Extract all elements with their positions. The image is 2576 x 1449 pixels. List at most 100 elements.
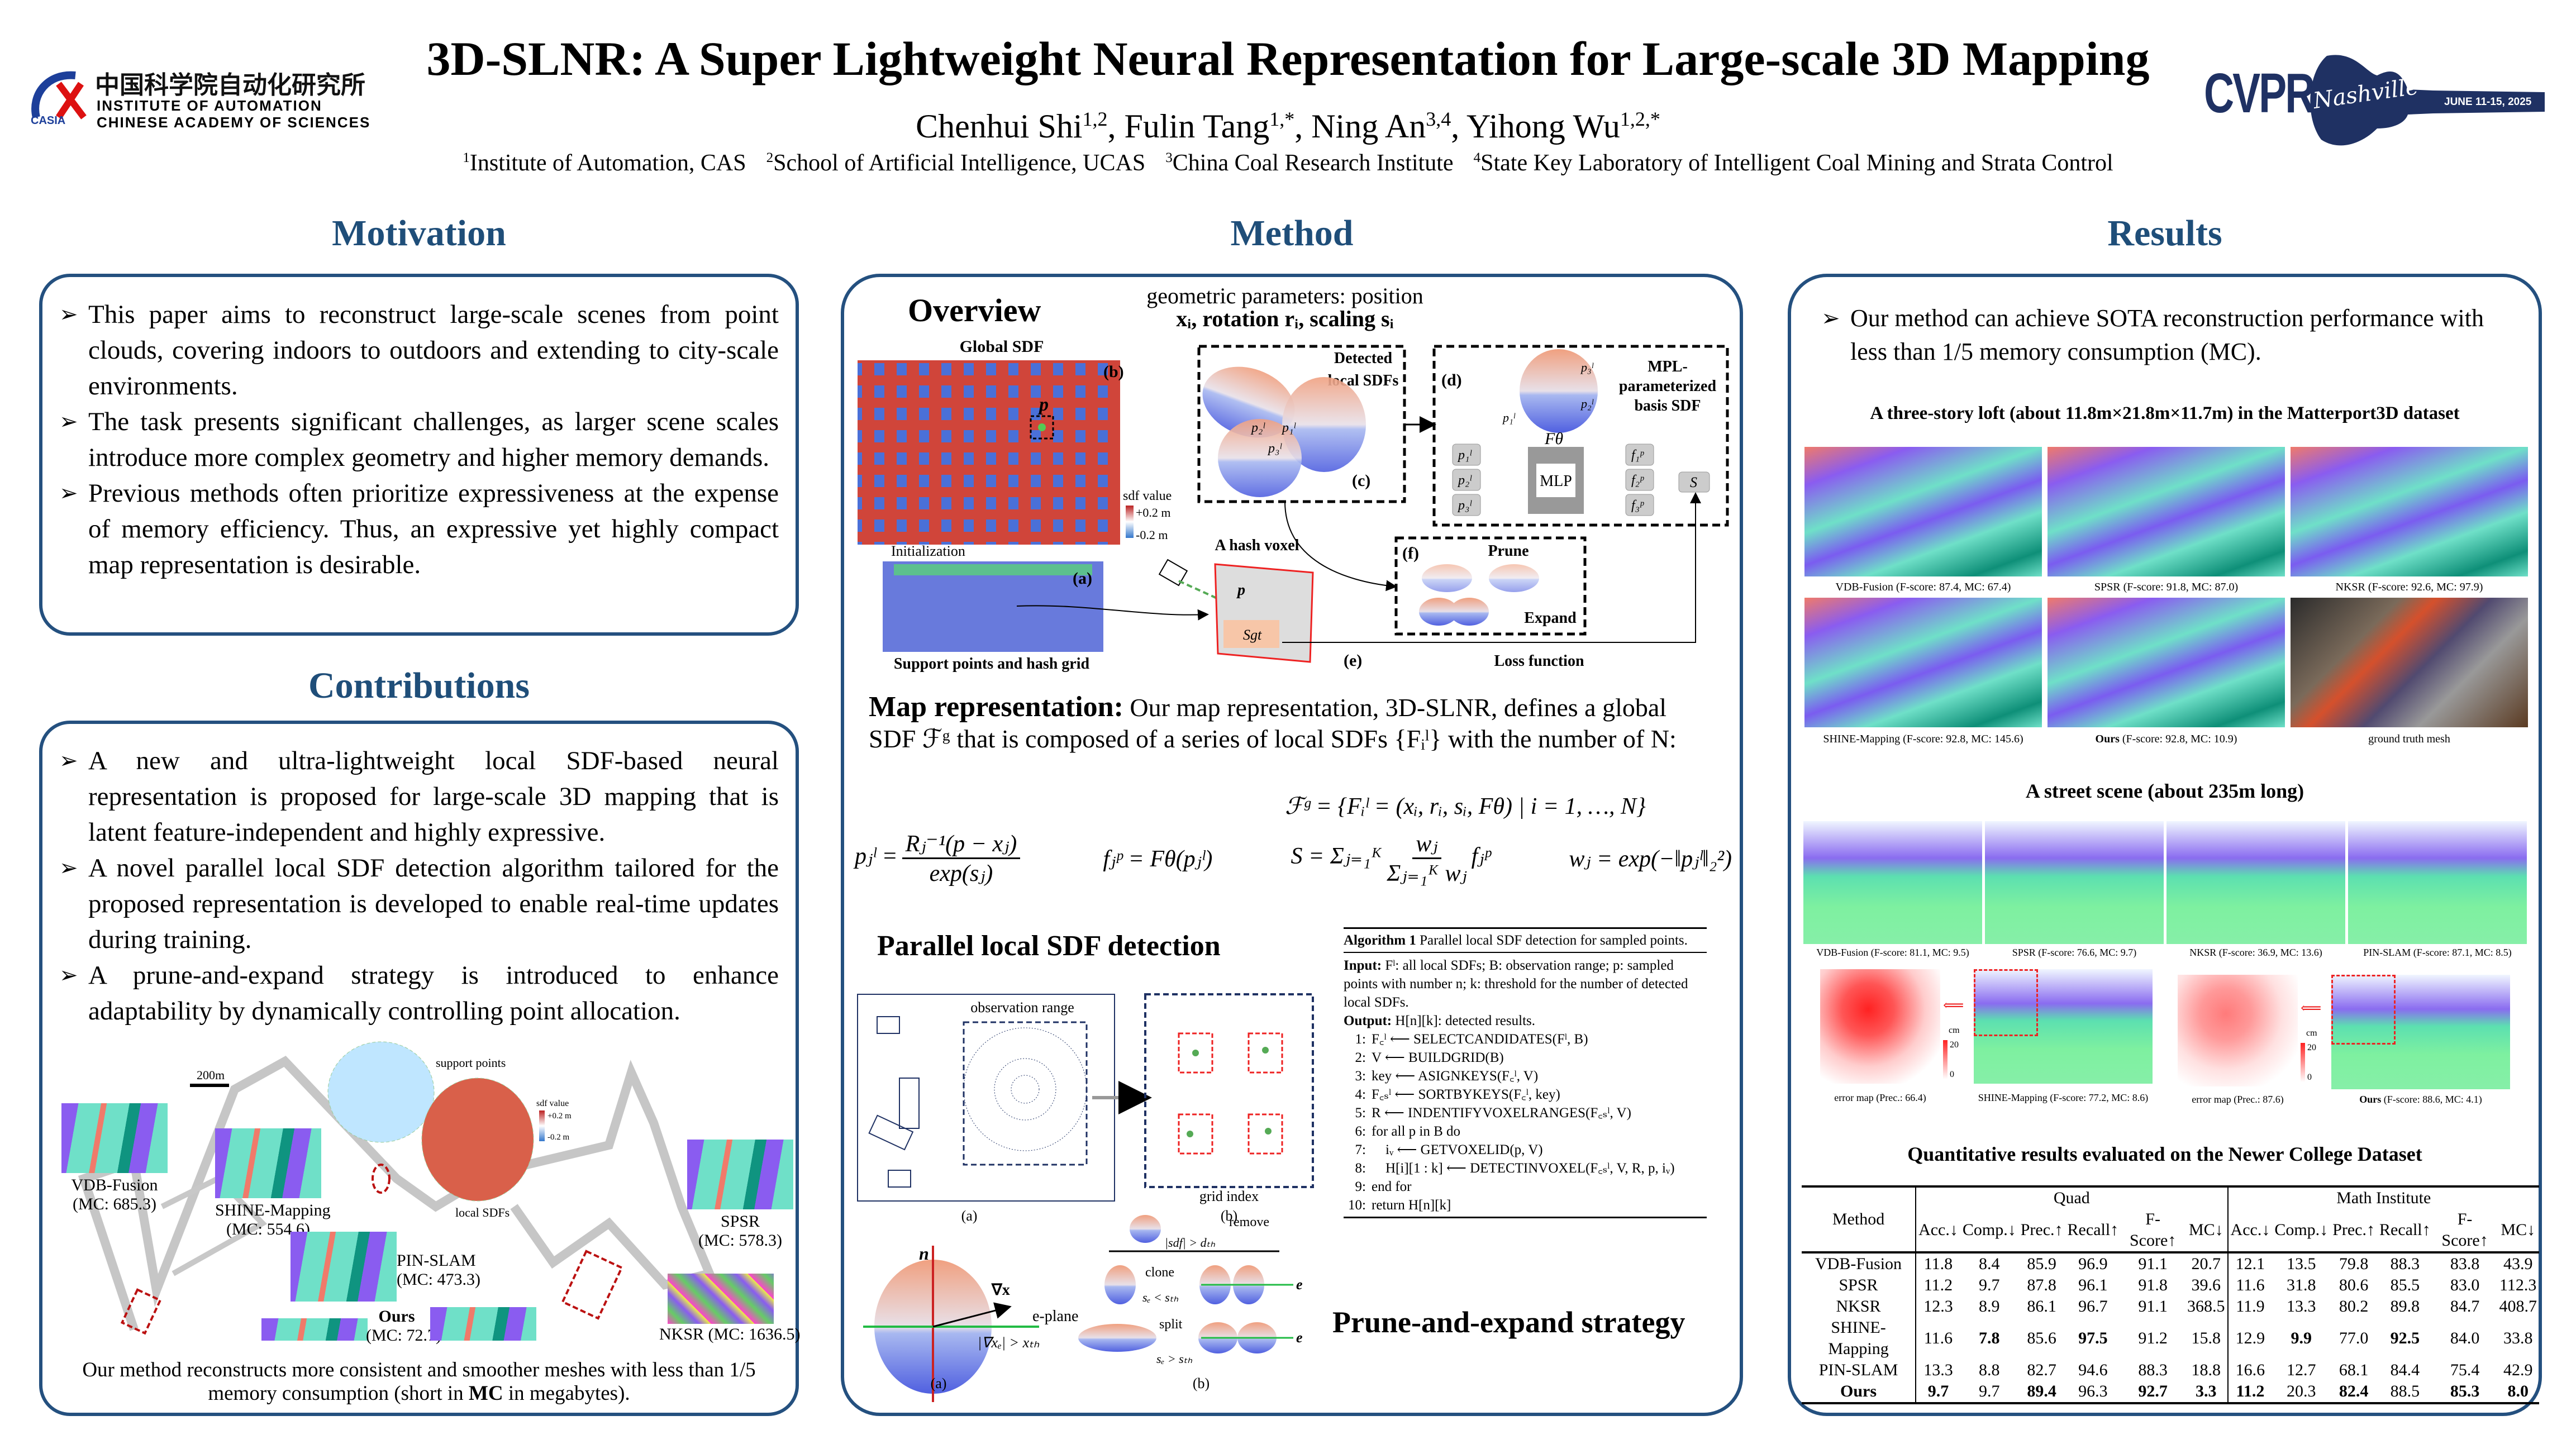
algorithm-line: 5: R ⟵ INDENTIFYVOXELRANGES(F꜀ₛˡ, V) [1344,1104,1707,1122]
table-row: VDB-Fusion 11.8 8.4 85.9 96.9 91.1 20.7 12.1 13.… [1802,1252,2539,1275]
value-cell: 94.6 [2078,1361,2108,1379]
value-cell: 77.0 [2339,1329,2369,1347]
inset-mc: (MC: 72.7) [366,1326,441,1345]
image-caption: NKSR (F-score: 36.9, MC: 13.6) [2189,947,2322,958]
poster-title: 3D-SLNR: A Super Lightweight Neural Repr… [426,32,2150,85]
value-cell: 80.2 [2339,1297,2369,1315]
column-header: F-Score↑ [2129,1210,2177,1250]
hash-voxel-label: A hash voxel [1215,537,1299,554]
method-header: Method [1802,1186,1917,1252]
value-cell: 89.8 [2390,1297,2420,1315]
pin-slam-inset [291,1232,397,1302]
author-separator: , [1294,108,1312,145]
value-cell: 92.7 [2138,1382,2168,1400]
equation-local-sdf: fⱼᵖ = Fθ(pⱼˡ) [1103,846,1213,872]
affiliation-name: State Key Laboratory of Intelligent Coal… [1480,150,2113,176]
eq-numerator: Rⱼ⁻¹(p − xⱼ) [902,830,1021,859]
label-b: (b) [1103,363,1124,381]
caption-detail: (F-score: 92.8, MC: 145.6) [1900,733,2023,745]
split-label: split [1159,1317,1183,1332]
value-cell: 20.7 [2185,1252,2229,1275]
value-cell: 13.5 [2287,1255,2316,1273]
line-text: R ⟵ INDENTIFYVOXELRANGES(F꜀ₛˡ, V) [1372,1105,1631,1121]
affiliation: 4State Key Laboratory of Intelligent Coa… [1474,150,2113,176]
colorbar-max: 20 [2307,1043,2316,1052]
results-table: Method Quad Math Institute Acc.↓ Comp.↓ Prec.… [1802,1185,2539,1404]
global-sdf-image [858,360,1120,545]
value-cell: 79.8 [2339,1255,2369,1273]
author-separator: , [1107,108,1125,145]
vdb-fusion-inset [61,1103,168,1173]
caption-label: ground truth mesh [2368,733,2450,745]
algorithm-line: 9: end for [1344,1178,1707,1196]
method-cell: PIN-SLAM [1802,1360,1917,1381]
contributions-heading: Contributions [308,665,530,706]
value-cell: 408.7 [2499,1297,2537,1315]
sgt-label: Sgt [1243,627,1262,643]
algorithm-input: Fˡ: all local SDFs; B: observation range… [1344,958,1688,1010]
affiliation-mark: 2 [766,150,774,165]
column-header: Recall↑ [2379,1221,2431,1239]
image-caption: PIN-SLAM (F-score: 87.1, MC: 8.5) [2363,947,2512,958]
line-number: 2: [1355,1050,1366,1065]
caption-detail: (F-score: 91.8, MC: 87.0) [2120,581,2239,593]
value-cell: 3.3 [2185,1381,2229,1403]
algorithm-line: 4: F꜀ₛˡ ⟵ SORTBYKEYS(F꜀ˡ, key) [1344,1085,1707,1104]
prune-label: Prune [1488,542,1529,560]
ground-truth-mesh-image [2291,598,2528,727]
column-header: F-Score↑ [2441,1210,2488,1250]
error-map-ours-image [2178,975,2298,1086]
mpl-label: parameterized [1619,378,1717,395]
sdf-min-label: -0.2 m [1136,528,1168,542]
error-map-shine-image [1820,969,1940,1084]
value-cell: 96.3 [2078,1382,2108,1400]
image-caption: NKSR (F-score: 92.6, MC: 97.9) [2291,581,2528,594]
mlp-diagram: p₁ˡ p₂ˡ p₃ˡ MLP Fθ f₁ᵖ f₂ᵖ f₃ᵖ S [1452,430,1710,516]
remove-label: remove [1229,1215,1269,1229]
sdf-value-label: sdf value [1123,489,1172,503]
algorithm-title: Parallel local SDF detection for sampled… [1416,933,1688,948]
colorbar-min: 0 [2307,1073,2312,1082]
value-cell: 89.4 [2027,1382,2056,1400]
equation-blend: S = Σⱼ₌₁ᴷ wⱼ Σⱼ₌₁ᴷ wⱼ fⱼᵖ [1291,830,1491,887]
algorithm-line: 2: V ⟵ BUILDGRID(B) [1344,1048,1707,1067]
line-number: 7: [1355,1142,1366,1157]
value-cell: 85.3 [2450,1382,2480,1400]
value-cell: 87.8 [2027,1276,2056,1294]
normal-n-label: n [919,1243,929,1264]
eq-denominator: Σⱼ₌₁ᴷ wⱼ [1387,861,1467,886]
author-list: Chenhui Shi1,2, Fulin Tang1,*, Ning An3,… [0,107,2576,146]
label-c: (c) [1352,471,1370,490]
ours-inset-label: Ours (MC: 72.7) [366,1307,441,1345]
affiliation-mark: 1 [463,150,470,165]
line-text: end for [1372,1179,1412,1194]
algorithm-output: H[n][k]: detected results. [1392,1013,1535,1028]
street-caption: A street scene (about 235m long) [2025,780,2304,802]
image-caption: SPSR (F-score: 76.6, MC: 9.7) [2012,947,2137,958]
ours-result-image [2048,598,2285,727]
local-sdfs-inset [421,1078,534,1202]
scale-bar [190,1084,229,1087]
eq-denominator: exp(sⱼ) [929,861,993,886]
point-p-label: p [1037,394,1049,415]
arrow-left-icon: ⟸ [2301,1000,2322,1016]
ftheta-label: Fθ [1544,430,1563,448]
column-header: Prec.↑ [2332,1221,2375,1239]
matterport-caption: A three-story loft (about 11.8m×21.8m×11… [1870,403,2460,423]
value-cell: 82.4 [2339,1382,2369,1400]
caption-label: (F-score: 77.2, MC: 8.6) [2047,1092,2149,1103]
label-a: (a) [961,1208,978,1224]
method-cell: SHINE-Mapping [1802,1317,1917,1360]
nksr-inset-label: NKSR (MC: 1636.5) [659,1325,801,1344]
scale-label: 200m [197,1068,225,1082]
value-cell: 8.4 [1979,1255,2000,1273]
value-cell: 75.4 [2450,1361,2480,1379]
caption-label: SHINE-Mapping [1823,733,1901,745]
street-shine-mapping-image [1974,969,2153,1084]
column-header: Acc.↓ [2230,1221,2270,1239]
caption-label: SPSR [2094,581,2121,593]
inset-name: PIN-SLAM [397,1251,476,1270]
table-title: Quantitative results evaluated on the Ne… [1907,1143,2422,1165]
contributions-bullets: A new and ultra-lightweight local SDF-ba… [59,743,779,1029]
line-number: 1: [1355,1032,1366,1047]
